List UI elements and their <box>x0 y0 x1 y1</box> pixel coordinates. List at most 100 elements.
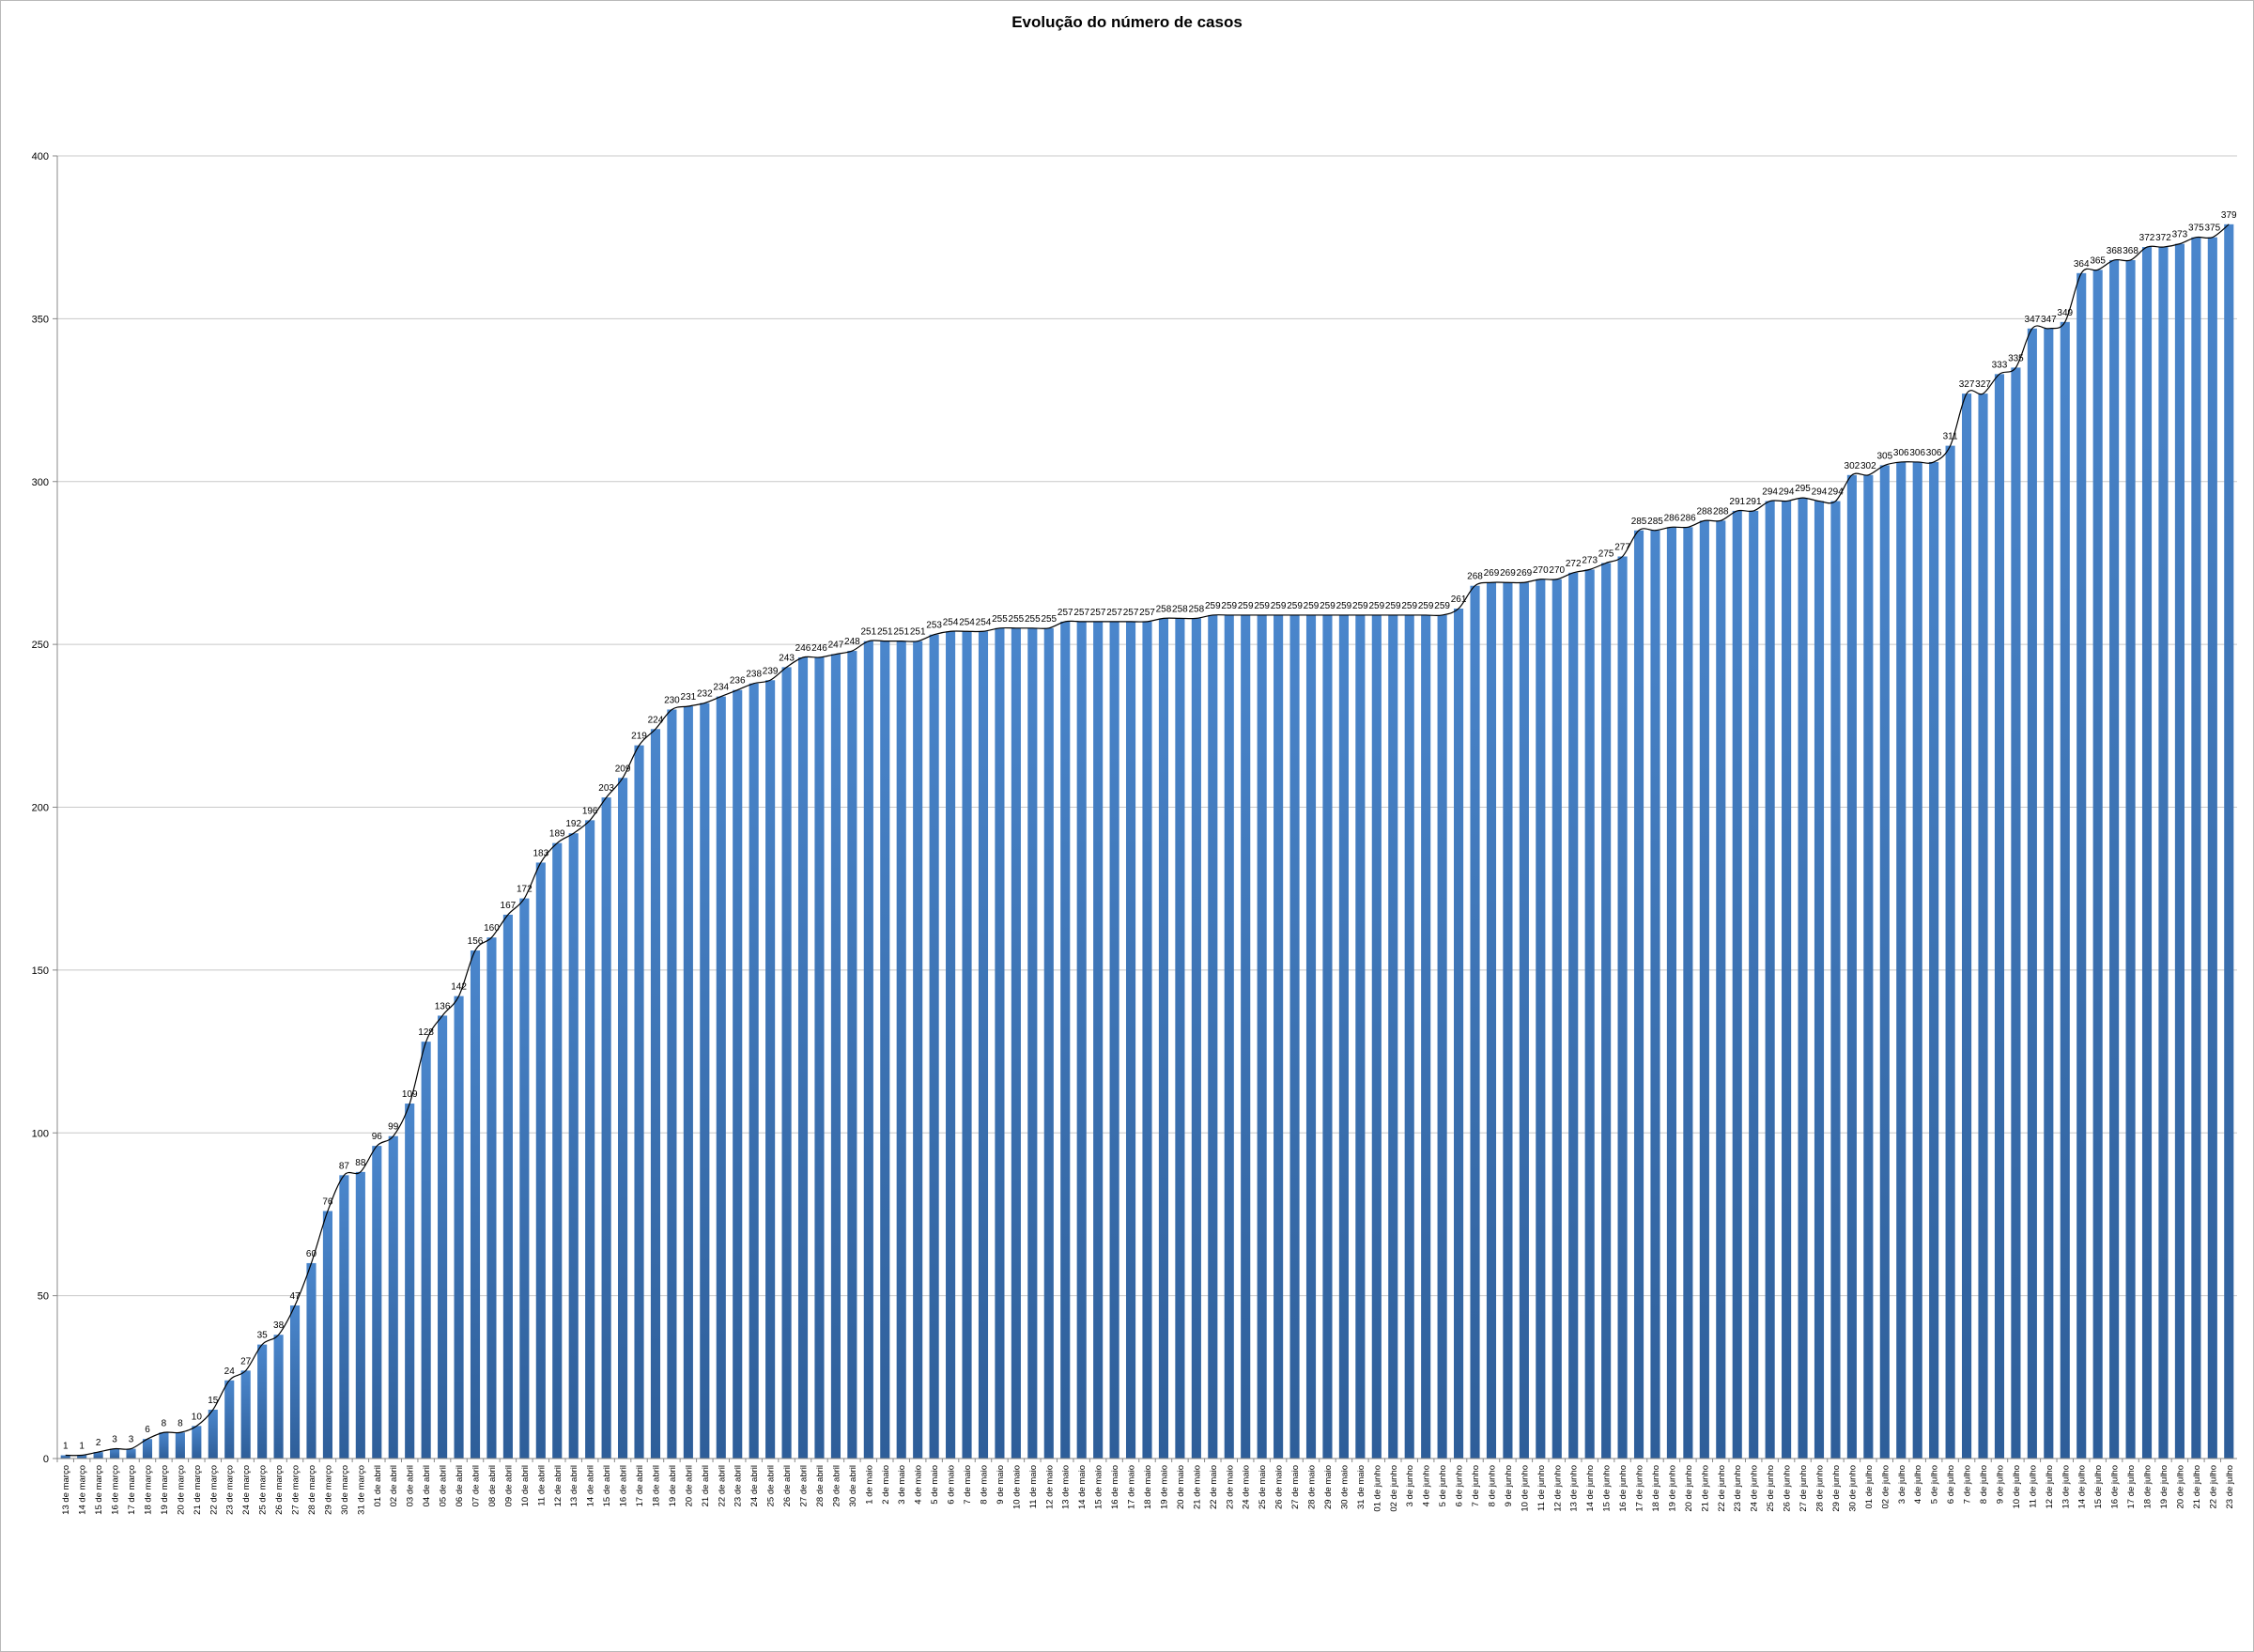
bar <box>1486 582 1497 1459</box>
data-label: 255 <box>1025 614 1041 625</box>
data-label: 259 <box>1221 601 1237 611</box>
bars <box>60 224 2234 1459</box>
bar <box>1224 614 1234 1459</box>
x-tick-label: 15 de julho <box>2093 1465 2104 1508</box>
x-tick-label: 16 de julho <box>2110 1465 2121 1508</box>
bar <box>1699 520 1709 1459</box>
data-label: 368 <box>2107 246 2123 256</box>
data-label: 109 <box>402 1089 418 1100</box>
x-tick-label: 7 de maio <box>963 1465 973 1505</box>
data-label: 128 <box>418 1027 434 1038</box>
x-tick-label: 5 de julho <box>1930 1465 1940 1504</box>
x-tick-label: 28 de junho <box>1814 1465 1825 1512</box>
bar <box>2224 224 2234 1459</box>
bar <box>2076 272 2087 1459</box>
x-tick-label: 21 de julho <box>2192 1465 2202 1508</box>
data-label: 243 <box>779 653 795 663</box>
data-label: 259 <box>1434 601 1450 611</box>
bar <box>568 833 579 1459</box>
x-tick-label: 17 de março <box>127 1465 137 1515</box>
x-tick-label: 21 de março <box>193 1465 203 1515</box>
x-tick-label: 02 de abril <box>389 1465 399 1506</box>
x-tick-label: 23 de julho <box>2225 1465 2235 1508</box>
data-label: 259 <box>1385 601 1401 611</box>
bar <box>454 996 464 1459</box>
data-label: 294 <box>1762 487 1778 498</box>
x-tick-label: 4 de maio <box>914 1465 924 1505</box>
bar <box>978 631 989 1459</box>
bar <box>1421 614 1431 1459</box>
bar <box>372 1146 382 1459</box>
bar <box>2109 259 2120 1459</box>
bar <box>1568 572 1579 1459</box>
data-label: 268 <box>1467 572 1483 582</box>
data-label: 294 <box>1812 487 1828 498</box>
bar <box>388 1135 398 1459</box>
data-label: 372 <box>2139 233 2155 243</box>
data-label: 270 <box>1533 565 1549 576</box>
data-label: 291 <box>1729 497 1745 507</box>
data-label: 1 <box>79 1442 85 1452</box>
bar <box>1355 614 1366 1459</box>
data-label: 251 <box>910 627 926 638</box>
x-tick-label: 9 de maio <box>996 1465 1006 1505</box>
bar <box>2141 247 2153 1459</box>
bar <box>208 1409 218 1459</box>
data-label: 259 <box>1205 601 1221 611</box>
bar <box>1716 520 1726 1459</box>
x-tick-label: 01 de junho <box>1372 1465 1382 1512</box>
bar <box>306 1262 316 1459</box>
x-tick-label: 22 de abril <box>717 1465 727 1506</box>
x-tick-label: 8 de junho <box>1487 1465 1497 1506</box>
bar <box>1011 627 1021 1459</box>
data-label: 239 <box>763 666 779 676</box>
bar <box>896 641 906 1459</box>
data-label: 219 <box>631 732 647 742</box>
data-label: 269 <box>1500 568 1516 579</box>
data-label: 257 <box>1073 608 1089 618</box>
x-tick-label: 11 de junho <box>1536 1465 1547 1511</box>
data-label: 365 <box>2090 255 2106 266</box>
x-tick-label: 18 de março <box>143 1465 153 1515</box>
x-tick-label: 7 de julho <box>1963 1465 1973 1504</box>
bar <box>880 641 890 1459</box>
x-tick-label: 16 de junho <box>1618 1465 1629 1512</box>
data-label: 160 <box>484 923 500 934</box>
data-label: 253 <box>926 621 942 631</box>
data-label: 88 <box>355 1158 366 1168</box>
bar <box>1241 614 1251 1459</box>
x-tick-label: 02 de junho <box>1389 1465 1399 1512</box>
bar <box>749 683 759 1459</box>
bar <box>339 1175 349 1459</box>
data-label: 259 <box>1418 601 1434 611</box>
bar <box>2191 237 2201 1459</box>
bar <box>1650 530 1660 1459</box>
bar <box>1683 527 1693 1459</box>
bar <box>814 656 825 1459</box>
bar <box>486 937 497 1459</box>
data-label: 257 <box>1139 608 1155 618</box>
x-tick-label: 02 de julho <box>1880 1465 1891 1508</box>
bar <box>470 950 481 1459</box>
x-tick-label: 27 de março <box>291 1465 301 1515</box>
bar <box>1666 527 1676 1459</box>
data-label: 27 <box>240 1356 252 1366</box>
x-tick-label: 24 de junho <box>1750 1465 1760 1512</box>
data-label: 347 <box>2041 315 2057 325</box>
x-tick-label: 06 de abril <box>455 1465 465 1506</box>
x-tick-label: 28 de abril <box>815 1465 826 1506</box>
data-label: 306 <box>1893 448 1909 458</box>
trend-line-path <box>65 224 2230 1457</box>
bar <box>1503 582 1513 1459</box>
data-label: 288 <box>1713 506 1729 517</box>
bar <box>830 654 841 1459</box>
bar <box>1978 394 1988 1459</box>
data-label: 257 <box>1090 608 1106 618</box>
bar <box>1191 618 1201 1459</box>
y-tick-label: 100 <box>32 1128 49 1139</box>
x-tick-label: 10 de maio <box>1011 1465 1022 1509</box>
bar <box>929 634 939 1459</box>
bar <box>1158 618 1169 1459</box>
data-label: 3 <box>129 1435 134 1445</box>
